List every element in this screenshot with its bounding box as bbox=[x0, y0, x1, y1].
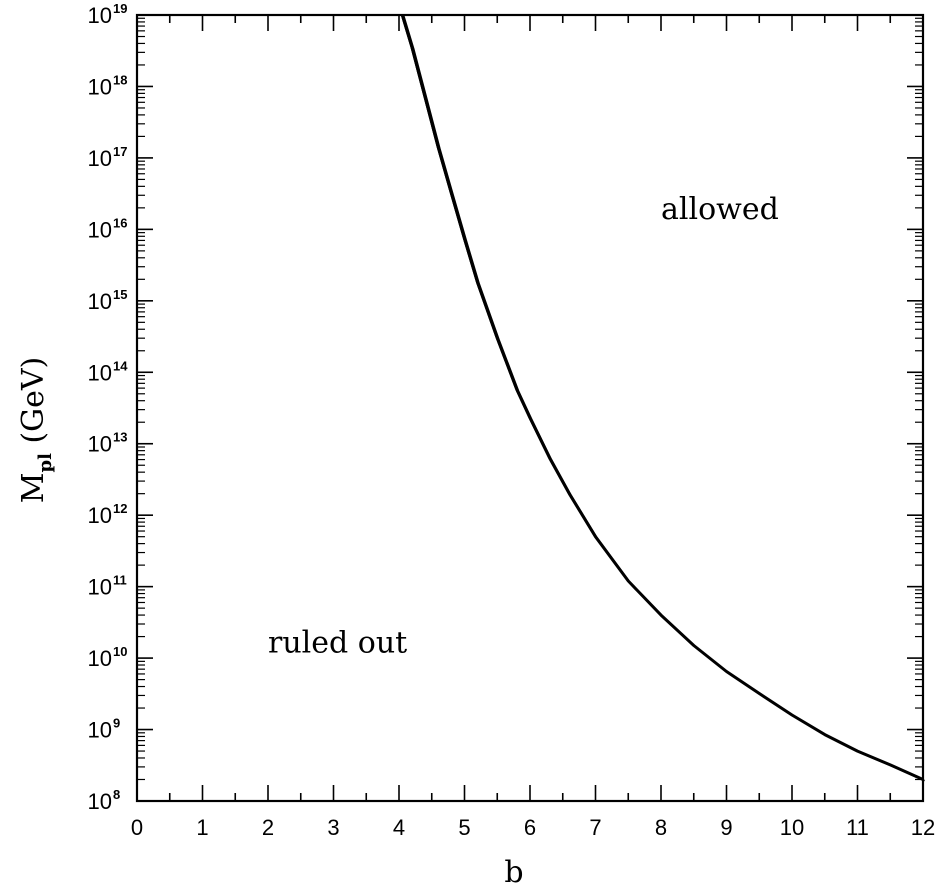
x-tick-label: 7 bbox=[589, 815, 601, 840]
x-tick-label: 8 bbox=[655, 815, 667, 840]
series-line bbox=[400, 14, 924, 781]
x-tick-label: 1 bbox=[196, 815, 208, 840]
y-tick-exponent: 15 bbox=[113, 287, 127, 302]
series-line bbox=[403, 15, 925, 782]
y-tick-label: 10 bbox=[88, 289, 112, 314]
y-tick-label: 10 bbox=[88, 74, 112, 99]
y-tick-label: 10 bbox=[88, 360, 112, 385]
y-tick-label: 10 bbox=[88, 503, 112, 528]
y-tick-exponent: 13 bbox=[113, 430, 127, 445]
y-axis-title-unit: (GeV) bbox=[16, 357, 51, 453]
x-tick-label: 0 bbox=[131, 815, 143, 840]
x-tick-label: 6 bbox=[524, 815, 536, 840]
y-tick-label: 10 bbox=[88, 646, 112, 671]
x-tick-label: 5 bbox=[458, 815, 470, 840]
y-tick-exponent: 14 bbox=[113, 358, 128, 373]
y-tick-label: 10 bbox=[88, 432, 112, 457]
x-tick-label: 11 bbox=[846, 815, 869, 840]
annotations: allowed ruled out bbox=[268, 192, 779, 661]
axis-ticks bbox=[136, 14, 924, 802]
y-tick-label: 10 bbox=[88, 3, 112, 28]
y-tick-exponent: 12 bbox=[113, 501, 127, 516]
x-tick-label: 4 bbox=[393, 815, 405, 840]
x-tick-label: 12 bbox=[911, 815, 935, 840]
annotation-label: allowed bbox=[661, 192, 779, 227]
series-curves bbox=[400, 14, 925, 782]
x-tick-label: 3 bbox=[327, 815, 339, 840]
x-tick-label: 9 bbox=[720, 815, 732, 840]
y-axis-title: Mpl (GeV) bbox=[16, 357, 56, 503]
x-tick-label: 2 bbox=[262, 815, 274, 840]
y-tick-label: 10 bbox=[88, 718, 112, 743]
y-tick-label: 10 bbox=[88, 575, 112, 600]
y-axis-title-main: M bbox=[16, 473, 51, 504]
y-tick-exponent: 17 bbox=[113, 144, 127, 159]
y-tick-exponent: 8 bbox=[113, 787, 120, 802]
x-axis-title: b bbox=[504, 855, 523, 890]
annotation-label: ruled out bbox=[268, 625, 407, 660]
y-tick-exponent: 11 bbox=[113, 573, 127, 588]
series-line bbox=[402, 15, 925, 781]
y-tick-exponent: 10 bbox=[113, 644, 127, 659]
series-line bbox=[400, 14, 923, 780]
y-tick-exponent: 19 bbox=[113, 1, 127, 16]
y-tick-exponent: 16 bbox=[113, 215, 127, 230]
y-tick-label: 10 bbox=[88, 217, 112, 242]
y-tick-label: 10 bbox=[88, 146, 112, 171]
y-tick-exponent: 9 bbox=[113, 716, 120, 731]
y-axis-title-sub: pl bbox=[35, 453, 56, 473]
y-tick-exponent: 18 bbox=[113, 72, 127, 87]
y-tick-label: 10 bbox=[88, 789, 112, 814]
svg-text:Mpl (GeV): Mpl (GeV) bbox=[16, 357, 56, 503]
plot-frame bbox=[135, 13, 925, 803]
x-tick-label: 10 bbox=[780, 815, 804, 840]
